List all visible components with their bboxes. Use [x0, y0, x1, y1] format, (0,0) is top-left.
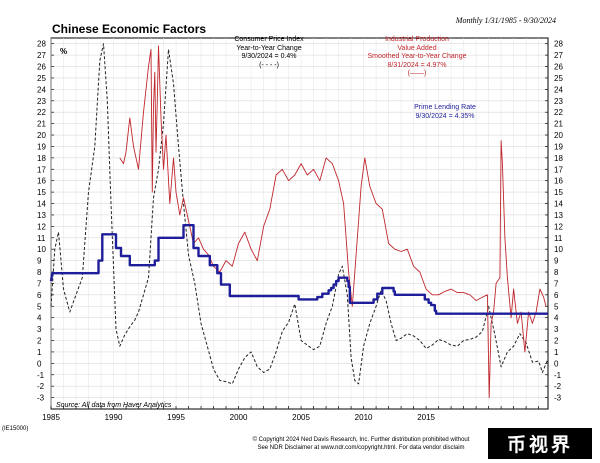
- y-tick-label-right: 28: [554, 40, 563, 49]
- y-tick-label-right: 18: [554, 154, 563, 163]
- y-tick-label-right: 14: [554, 200, 563, 209]
- y-tick-label-right: 23: [554, 97, 563, 106]
- ip-annotation-line: 8/31/2024 = 4.97%: [387, 61, 447, 69]
- y-tick-label-left: 4: [37, 314, 42, 323]
- y-tick-label-left: 12: [37, 222, 46, 231]
- y-tick-label-left: 17: [37, 165, 46, 174]
- y-tick-label-left: 3: [37, 325, 42, 334]
- y-tick-label-right: 11: [554, 234, 563, 243]
- y-tick-label-left: 21: [37, 120, 46, 129]
- y-tick-label-left: 14: [37, 200, 46, 209]
- cpi-annotation-line: Year-to-Year Change: [236, 44, 302, 52]
- y-tick-label-right: 13: [554, 211, 563, 220]
- y-tick-label-left: 10: [37, 245, 46, 254]
- y-tick-label-right: 1: [554, 348, 559, 357]
- y-tick-label-left: 18: [37, 154, 46, 163]
- y-tick-label-right: 25: [554, 74, 563, 83]
- x-tick-label: 2010: [355, 413, 373, 422]
- y-tick-label-right: 2: [554, 337, 559, 346]
- y-tick-label-right: 7: [554, 279, 559, 288]
- ip-annotation-line: (——): [407, 70, 427, 77]
- y-tick-label-right: 10: [554, 245, 563, 254]
- y-tick-label-left: 9: [37, 257, 42, 266]
- y-tick-label-left: 25: [37, 74, 46, 83]
- y-tick-label-left: 27: [37, 51, 46, 60]
- y-tick-label-left: 26: [37, 63, 46, 72]
- y-tick-label-right: 19: [554, 142, 563, 151]
- copyright-line: © Copyright 2024 Ned Davis Research, Inc…: [252, 437, 470, 443]
- watermark-logo: 币视界: [488, 428, 592, 459]
- period-label: Monthly 1/31/1985 - 9/30/2024: [455, 16, 556, 25]
- y-tick-label-right: 8: [554, 268, 559, 277]
- y-tick-label-right: 17: [554, 165, 563, 174]
- y-tick-label-right: 5: [554, 302, 559, 311]
- y-tick-label-right: 0: [554, 359, 559, 368]
- y-tick-label-right: 9: [554, 257, 559, 266]
- y-tick-label-left: 0: [37, 359, 42, 368]
- prime-rate-series-line: [49, 223, 548, 315]
- y-tick-label-right: 3: [554, 325, 559, 334]
- y-tick-label-left: 15: [37, 188, 46, 197]
- plot-frame: [50, 37, 549, 410]
- y-tick-label-right: 21: [554, 120, 563, 129]
- y-tick-label-right: 6: [554, 291, 559, 300]
- y-tick-label-left: 28: [37, 40, 46, 49]
- y-tick-label-left: 19: [37, 142, 46, 151]
- x-tick-label: 1995: [167, 413, 185, 422]
- cpi-series-line: [50, 43, 549, 385]
- y-tick-label-left: 16: [37, 177, 46, 186]
- ip-annotation-line: Smoothed Year-to-Year Change: [367, 53, 467, 60]
- y-tick-label-left: 24: [37, 85, 46, 94]
- y-axis-unit: %: [60, 47, 68, 56]
- cpi-annotation: Consumer Price Index Year-to-Year Change…: [214, 36, 324, 70]
- y-tick-label-left: 2: [37, 337, 42, 346]
- ip-annotation-line: Industrial Production: [385, 36, 449, 43]
- y-tick-label-right: -1: [554, 371, 562, 380]
- y-tick-label-left: -2: [37, 382, 45, 391]
- cpi-annotation-line: Consumer Price Index: [234, 36, 304, 43]
- y-tick-label-left: -3: [37, 394, 45, 403]
- x-tick-label: 1985: [42, 413, 60, 422]
- y-tick-label-right: 26: [554, 63, 563, 72]
- prime-annotation-line: 9/30/2024 = 4.35%: [415, 112, 475, 120]
- y-tick-label-left: 22: [37, 108, 46, 117]
- y-tick-label-left: 23: [37, 97, 46, 106]
- y-tick-label-left: -1: [37, 371, 45, 380]
- cpi-annotation-line: (- - - -): [259, 61, 279, 69]
- y-tick-label-left: 20: [37, 131, 46, 140]
- y-tick-label-right: 4: [554, 314, 559, 323]
- chart-code: (IE15000): [2, 426, 29, 432]
- copyright-line: See NDR Disclaimer at www.ndr.com/copyri…: [257, 445, 465, 451]
- y-tick-label-left: 6: [37, 291, 42, 300]
- y-tick-label-left: 7: [37, 279, 42, 288]
- cpi-annotation-line: 9/30/2024 = 0.4%: [241, 53, 297, 60]
- y-tick-label-left: 8: [37, 268, 42, 277]
- y-tick-label-right: 15: [554, 188, 563, 197]
- y-tick-label-right: 16: [554, 177, 563, 186]
- source-note: Source: All data from Haver Analytics: [56, 402, 172, 409]
- y-tick-label-left: 11: [37, 234, 46, 243]
- y-tick-label-right: 27: [554, 51, 563, 60]
- y-tick-label-right: 24: [554, 85, 563, 94]
- x-tick-label: 2005: [292, 413, 310, 422]
- y-tick-label-right: 12: [554, 222, 563, 231]
- y-tick-label-right: -2: [554, 382, 562, 391]
- ip-annotation-line: Value Added: [397, 44, 437, 52]
- y-tick-label-right: 20: [554, 131, 563, 140]
- y-tick-label-right: -3: [554, 394, 562, 403]
- y-tick-label-left: 5: [37, 302, 42, 311]
- x-tick-label: 2000: [230, 413, 248, 422]
- y-tick-label-right: 22: [554, 108, 563, 117]
- y-tick-label-left: 1: [37, 348, 42, 357]
- page-title: Chinese Economic Factors: [52, 22, 207, 36]
- prime-rate-annotation: Prime Lending Rate 9/30/2024 = 4.35%: [392, 104, 498, 121]
- industrial-production-series-line: [119, 45, 547, 399]
- ip-annotation: Industrial Production Value Added Smooth…: [362, 36, 472, 79]
- y-tick-label-left: 13: [37, 211, 46, 220]
- x-tick-label: 1990: [105, 413, 123, 422]
- prime-annotation-line: Prime Lending Rate: [414, 104, 476, 111]
- copyright-note: © Copyright 2024 Ned Davis Research, Inc…: [236, 436, 486, 452]
- x-tick-label: 2015: [417, 413, 435, 422]
